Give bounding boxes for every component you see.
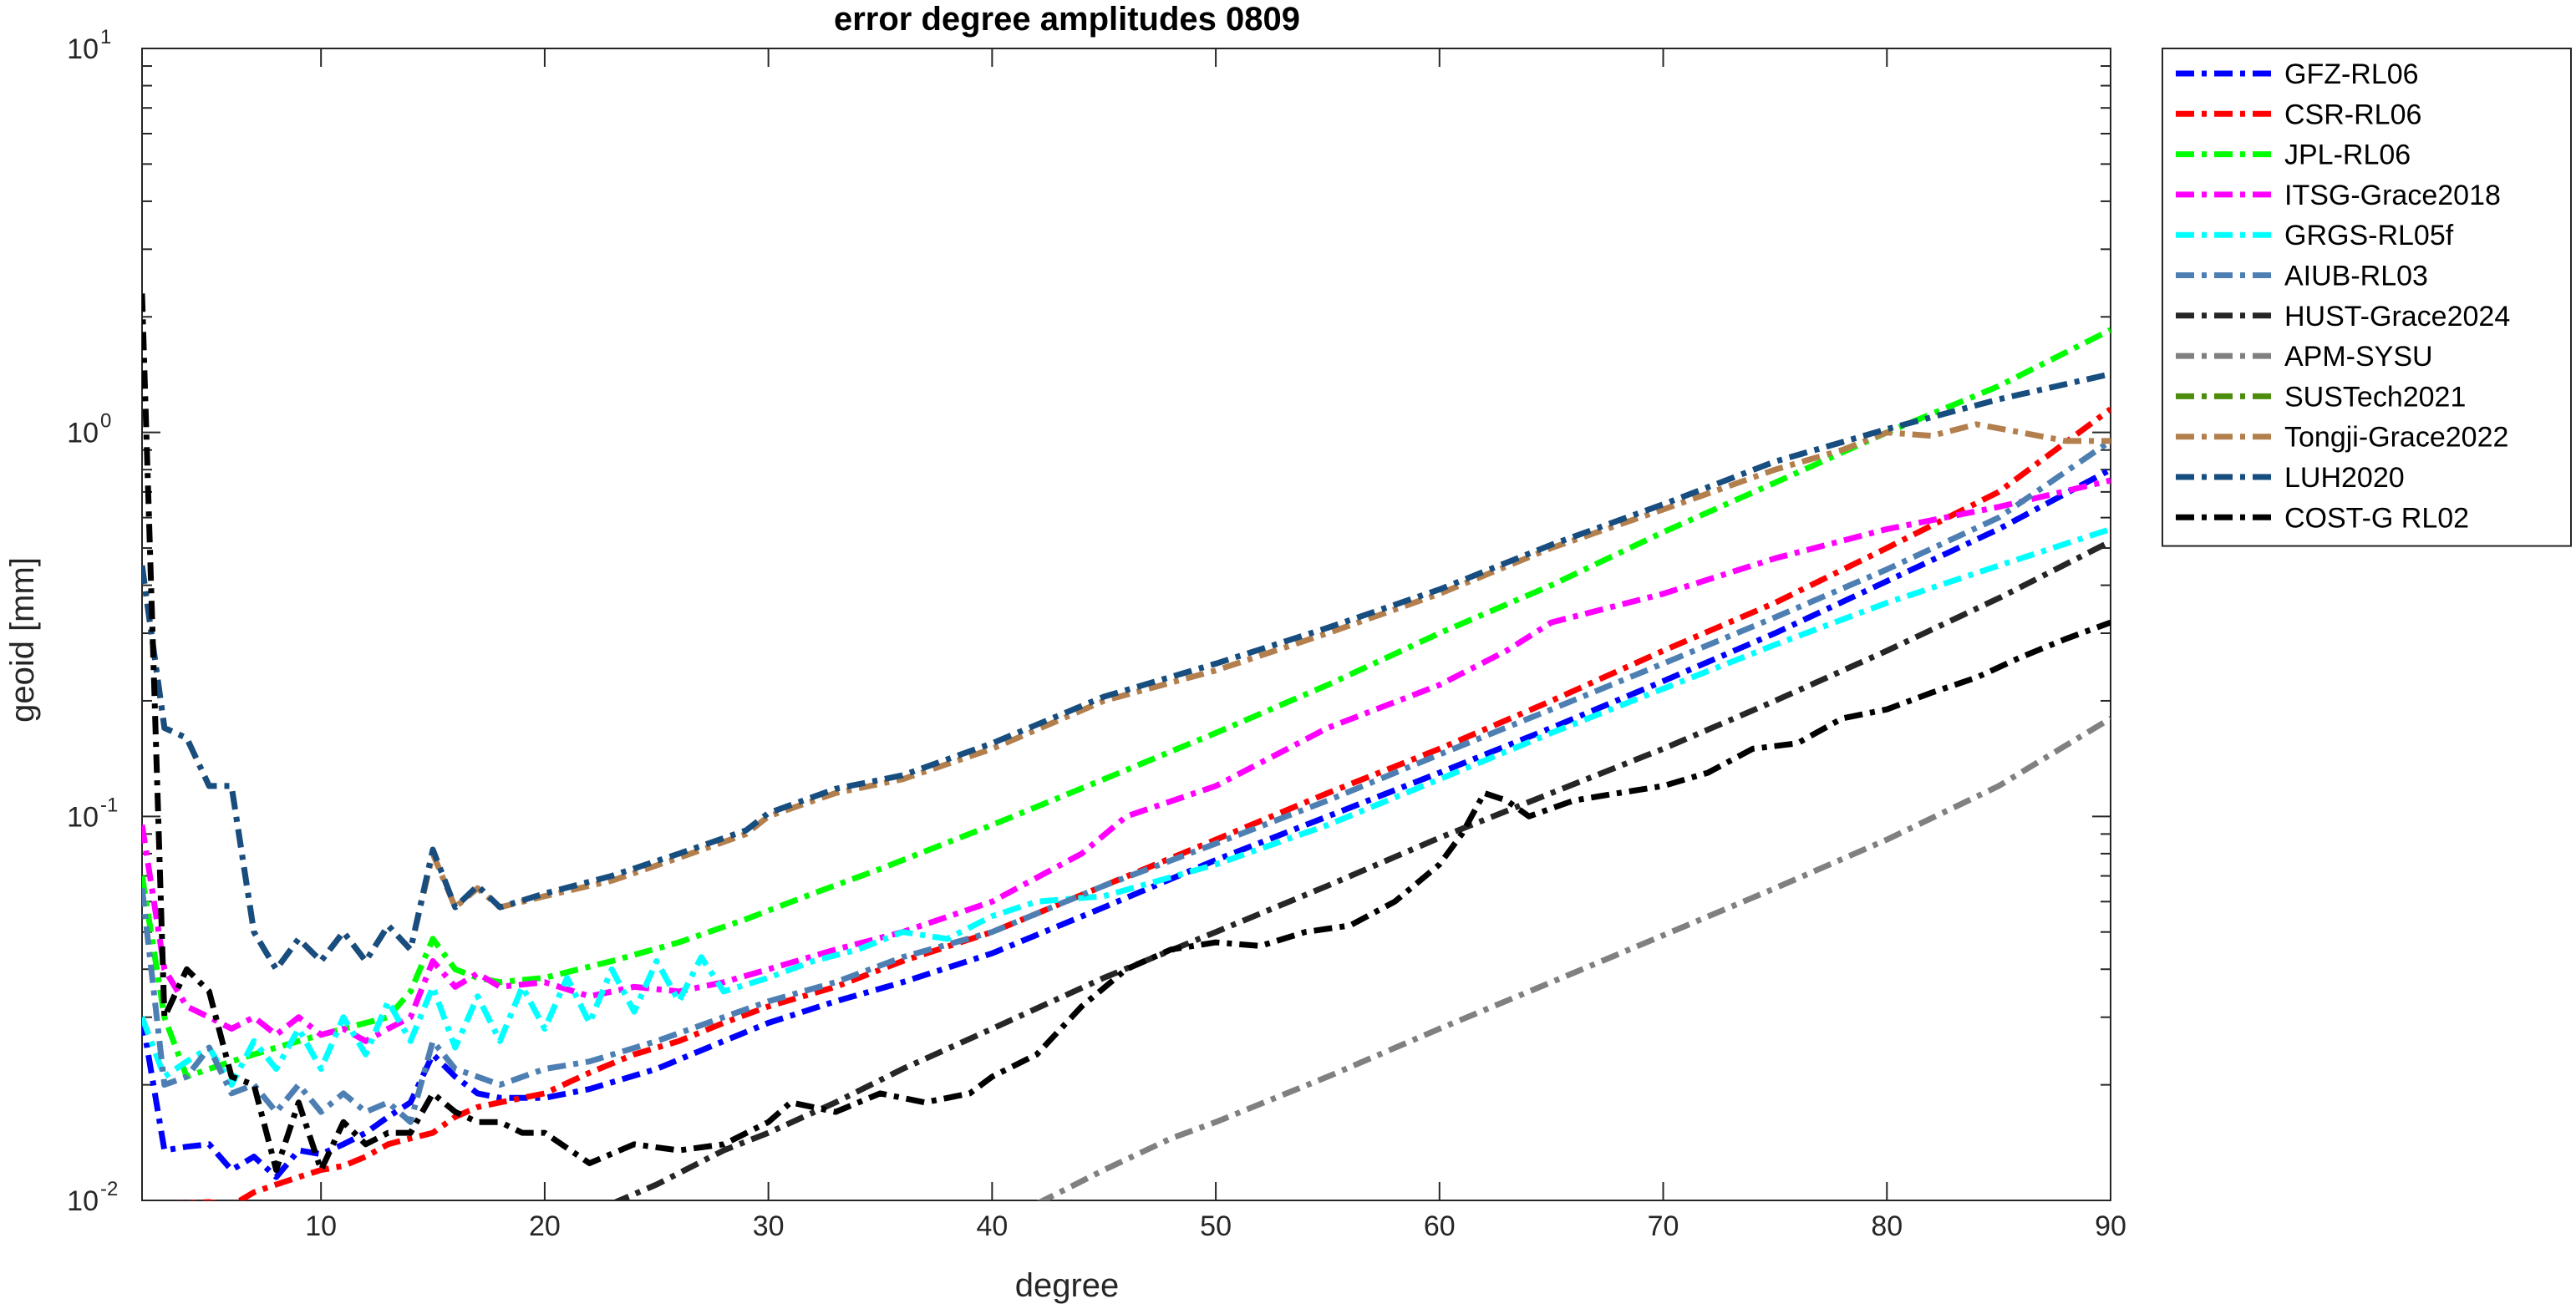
x-tick-label: 20 [529, 1210, 561, 1242]
x-tick-label: 50 [1200, 1210, 1232, 1242]
x-tick-label: 80 [1871, 1210, 1903, 1242]
series-line-apm-sysu [1037, 716, 2111, 1200]
legend-entry-label: Tongji-Grace2022 [2284, 422, 2508, 454]
legend-entry-label: CSR-RL06 [2284, 99, 2421, 130]
legend-entry-label: ITSG-Grace2018 [2284, 180, 2501, 211]
legend-box [2162, 48, 2572, 547]
series-lines [142, 293, 2111, 1200]
x-tick-label: 60 [1424, 1210, 1456, 1242]
series-line-aiub-rl03 [142, 439, 2111, 1125]
series-line-luh2020 [142, 371, 2111, 972]
y-tick-exponent: -2 [100, 1178, 118, 1200]
legend-entry-label: APM-SYSU [2284, 341, 2433, 373]
y-tick-label: 10 [67, 801, 99, 833]
series-line-cost-g-rl02 [142, 293, 2111, 1174]
legend-entry-label: JPL-RL06 [2284, 140, 2411, 171]
y-tick-label: 10 [67, 1185, 99, 1217]
x-tick-label: 30 [753, 1210, 785, 1242]
series-line-hust-grace2024 [612, 539, 2111, 1200]
y-tick-exponent: 0 [100, 410, 111, 433]
series-line-gfz-rl06 [142, 467, 2111, 1180]
y-tick-label: 10 [67, 418, 99, 449]
y-tick-label: 10 [67, 33, 99, 65]
x-tick-label: 40 [976, 1210, 1008, 1242]
x-tick-label: 10 [305, 1210, 337, 1242]
chart-title: error degree amplitudes 0809 [834, 1, 1300, 38]
series-line-itsg-grace2018 [142, 477, 2111, 1044]
series-line-grgs-rl05f [142, 526, 2111, 1088]
legend: GFZ-RL06 CSR-RL06 JPL-RL06 ITSG-Grace2018 GR… [2162, 48, 2572, 547]
x-tick-label: 90 [2095, 1210, 2126, 1242]
y-tick-exponent: -1 [100, 794, 118, 816]
series-line-csr-rl06 [175, 406, 2111, 1200]
series-line-jpl-rl06 [142, 327, 2111, 1080]
legend-entry-label: COST-G RL02 [2284, 502, 2469, 534]
legend-entry-label: HUST-Grace2024 [2284, 301, 2510, 332]
y-tick-exponent: 1 [100, 26, 111, 48]
legend-entry-label: LUH2020 [2284, 462, 2405, 494]
legend-entry-label: AIUB-RL03 [2284, 261, 2428, 292]
legend-entry-label: SUSTech2021 [2284, 381, 2466, 413]
y-axis-label: geoid [mm] [4, 557, 41, 723]
x-axis-label: degree [1015, 1267, 1120, 1304]
x-tick-label: 70 [1648, 1210, 1679, 1242]
legend-entry-label: GRGS-RL05f [2284, 220, 2454, 251]
legend-entry-label: GFZ-RL06 [2284, 58, 2419, 90]
